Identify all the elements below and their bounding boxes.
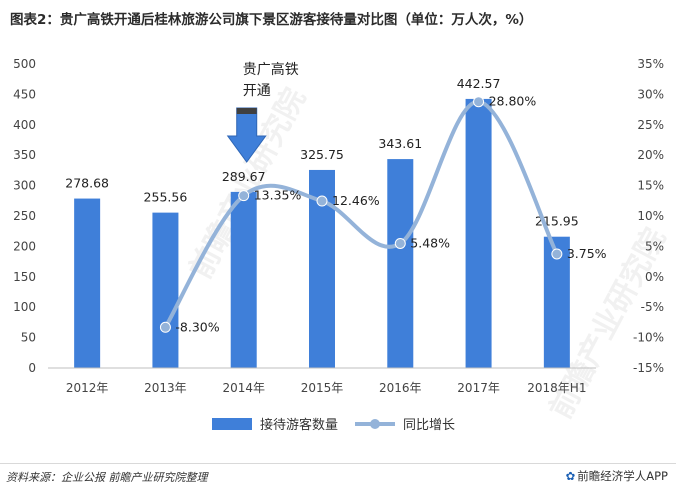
bar xyxy=(152,212,179,368)
right-tick-label: 30% xyxy=(637,87,664,101)
bar-value-label: 255.56 xyxy=(144,190,188,205)
bar xyxy=(74,198,101,368)
bar xyxy=(230,191,257,368)
growth-value-label: -8.30% xyxy=(175,319,219,334)
bar-value-label: 278.68 xyxy=(65,176,109,191)
growth-point xyxy=(551,248,563,260)
brand-logo-icon: ✿ xyxy=(565,469,576,483)
growth-point xyxy=(473,96,485,108)
left-tick-label: 200 xyxy=(13,239,36,253)
right-y-axis: -15% -10% -5% 0% 5% 10% 15% 20% 25% 30% 35% xyxy=(633,57,664,375)
line-series: -8.30% 13.35% 12.46% 5.48% 28.80% 3.75% xyxy=(159,94,607,334)
right-tick-label: -10% xyxy=(633,331,664,345)
left-y-axis: 0 50 100 150 200 250 300 350 400 450 500 xyxy=(13,57,36,375)
chart-title: 图表2：贵广高铁开通后桂林旅游公司旗下景区游客接待量对比图（单位：万人次，%） xyxy=(10,12,533,28)
growth-point xyxy=(159,321,171,333)
x-tick-label: 2012年 xyxy=(66,381,109,395)
left-tick-label: 250 xyxy=(13,209,36,223)
right-tick-label: 0% xyxy=(645,270,664,284)
right-tick-label: -15% xyxy=(633,361,664,375)
x-tick-label: 2013年 xyxy=(144,381,187,395)
bar-value-label: 289.67 xyxy=(222,169,266,184)
brand: ✿ 前瞻经济学人APP xyxy=(566,468,668,484)
left-tick-label: 50 xyxy=(21,331,36,345)
right-tick-label: -5% xyxy=(641,300,664,314)
growth-value-label: 3.75% xyxy=(567,246,607,261)
bar-series: 278.68255.56289.67325.75343.61442.57215.… xyxy=(65,76,579,368)
growth-line xyxy=(163,99,559,330)
bar xyxy=(465,98,492,368)
right-tick-label: 20% xyxy=(637,148,664,162)
footer-divider xyxy=(0,463,676,464)
left-tick-label: 450 xyxy=(13,87,36,101)
growth-value-label: 13.35% xyxy=(254,188,302,203)
growth-value-label: 28.80% xyxy=(489,94,537,109)
down-arrow-icon xyxy=(226,107,267,163)
x-tick-label: 2017年 xyxy=(457,381,500,395)
legend-bar-label: 接待游客数量 xyxy=(260,417,338,433)
left-tick-label: 0 xyxy=(28,361,36,375)
right-tick-label: 10% xyxy=(637,209,664,223)
x-tick-label: 2016年 xyxy=(379,381,422,395)
growth-value-label: 12.46% xyxy=(332,193,380,208)
left-tick-label: 500 xyxy=(13,57,36,71)
right-tick-label: 5% xyxy=(645,239,664,253)
legend: 接待游客数量 同比增长 xyxy=(212,417,455,433)
bar xyxy=(387,159,414,368)
right-tick-label: 35% xyxy=(637,57,664,71)
growth-point xyxy=(316,195,328,207)
left-tick-label: 150 xyxy=(13,270,36,284)
source-note: 资料来源：企业公报 前瞻产业研究院整理 xyxy=(6,471,208,484)
growth-point xyxy=(238,190,250,202)
arrow-cap xyxy=(236,108,257,114)
annotation-text: 开通 xyxy=(243,83,271,99)
bar-value-label: 343.61 xyxy=(378,136,422,151)
left-tick-label: 100 xyxy=(13,300,36,314)
bar-value-label: 442.57 xyxy=(457,76,501,91)
legend-bar-swatch xyxy=(212,418,252,430)
growth-point xyxy=(394,237,406,249)
right-tick-label: 15% xyxy=(637,179,664,193)
left-tick-label: 350 xyxy=(13,148,36,162)
left-tick-label: 400 xyxy=(13,118,36,132)
annotation: 贵广高铁开通 xyxy=(226,61,299,163)
legend-line-marker xyxy=(370,419,380,429)
x-tick-label: 2015年 xyxy=(301,381,344,395)
annotation-text: 贵广高铁 xyxy=(243,61,299,78)
legend-line-label: 同比增长 xyxy=(403,418,455,433)
left-tick-label: 300 xyxy=(13,179,36,193)
x-axis: 2012年 2013年 2014年 2015年 2016年 2017年 2018年H1 xyxy=(48,367,596,395)
growth-value-label: 5.48% xyxy=(410,235,450,250)
brand-text: 前瞻经济学人APP xyxy=(577,469,668,483)
right-tick-label: 25% xyxy=(637,118,664,132)
bar-value-label: 325.75 xyxy=(300,147,344,162)
x-tick-label: 2018年H1 xyxy=(527,381,586,395)
x-tick-label: 2014年 xyxy=(222,381,265,395)
